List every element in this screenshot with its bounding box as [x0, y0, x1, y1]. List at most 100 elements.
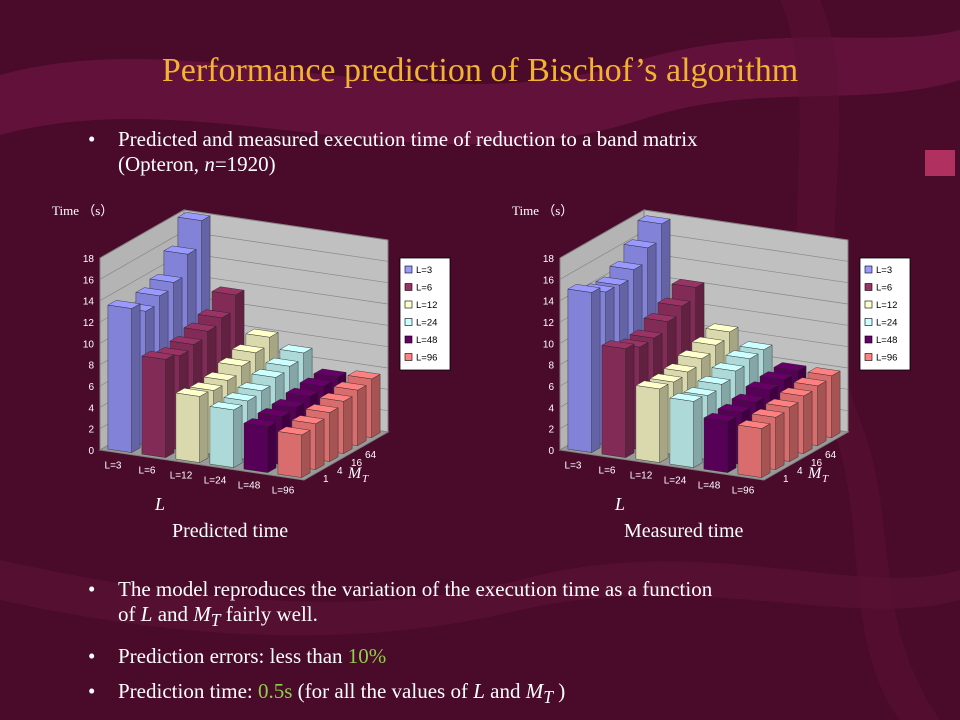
bullet-dot: • [88, 577, 96, 601]
z-axis-title: M [347, 465, 363, 482]
y-tick-label: 12 [83, 318, 95, 329]
legend-label: L=12 [416, 300, 437, 311]
gridline [99, 209, 389, 259]
slide-title: Performance prediction of Bischof’s algo… [161, 52, 799, 89]
bullet-text: Predicted and measured execution time of… [118, 127, 698, 177]
bar-side [789, 402, 799, 462]
bullet-dot: • [88, 127, 96, 151]
bullet-text: Prediction time: 0.5s (for all the value… [118, 679, 565, 710]
x-tick-label: L=24 [664, 476, 687, 487]
legend-label: L=96 [416, 353, 437, 364]
bar-front [601, 345, 626, 458]
legend-box [859, 257, 911, 371]
caption-measured: Measured time [624, 520, 744, 542]
legend-swatch [404, 283, 413, 291]
y-tick-label: 16 [83, 275, 95, 286]
text-segment: =1920) [214, 152, 276, 176]
x-tick-label: L=48 [238, 481, 261, 492]
variable-subscript: T [210, 610, 221, 631]
bar-side [803, 390, 813, 454]
bar-side [831, 370, 841, 439]
x-tick-label: L=12 [170, 471, 193, 482]
bar-side [165, 354, 175, 458]
variable-subscript: T [543, 687, 553, 708]
z-tick-label: 1 [783, 474, 789, 485]
legend-swatch [404, 318, 413, 326]
bar-side [199, 391, 209, 463]
legend-label: L=24 [876, 318, 897, 329]
bar-side [131, 303, 141, 453]
x-tick-label: L=96 [732, 486, 755, 497]
caption-predicted: Predicted time [172, 520, 289, 542]
bar-side [761, 423, 771, 478]
legend-swatch [864, 265, 873, 274]
x-tick-label: L=6 [139, 466, 156, 477]
legend-label: L=6 [876, 283, 892, 294]
legend-swatch [404, 335, 413, 344]
legend-swatch [864, 353, 873, 361]
y-tick-label: 12 [543, 318, 555, 329]
bar-side [591, 287, 601, 453]
legend-swatch [864, 300, 873, 309]
z-tick-label: 16 [811, 458, 823, 469]
y-tick-label: 10 [543, 339, 555, 350]
z-axis-subscript: T [362, 473, 369, 485]
bar-side [315, 418, 325, 470]
bar-side [329, 407, 339, 462]
bar-side [727, 416, 737, 473]
legend-swatch [864, 318, 873, 326]
y-tick-label: 14 [543, 297, 555, 308]
y-tick-label: 18 [543, 254, 555, 265]
bar-side [371, 373, 381, 439]
bar-front [107, 304, 132, 453]
y-tick-label: 4 [88, 403, 94, 414]
bullet-line-2: (Opteron, n=1920) [118, 152, 698, 177]
x-tick-label: L=48 [698, 481, 721, 492]
y-tick-label: 0 [548, 446, 554, 457]
x-tick-label: L=3 [565, 461, 582, 472]
variable-n: n [204, 152, 215, 176]
gridline [559, 209, 849, 259]
x-tick-label: L=24 [204, 476, 227, 487]
legend-label: L=48 [876, 335, 897, 346]
bullet-text: The model reproduces the variation of th… [118, 577, 712, 633]
legend-label: L=24 [416, 318, 437, 329]
y-tick-label: 6 [88, 382, 94, 393]
bar-front [209, 406, 234, 468]
bullet-dot: • [88, 679, 96, 703]
decorative-tab [925, 150, 955, 176]
y-tick-label: 14 [83, 297, 95, 308]
z-tick-label: 4 [797, 466, 803, 477]
text-segment: (Opteron, [118, 152, 205, 176]
bullet-line-1: The model reproduces the variation of th… [118, 577, 713, 601]
text-segment: Prediction errors: less than [118, 644, 348, 668]
z-tick-label: 64 [365, 450, 377, 461]
legend-swatch [404, 353, 413, 361]
z-axis-subscript: T [822, 473, 829, 485]
x-tick-label: L=12 [630, 471, 653, 482]
z-axis-title: M [807, 465, 823, 482]
text-segment: (for all the values of [292, 679, 474, 703]
bar-front [277, 431, 302, 478]
bullet-line-2: of L and MT fairly well. [118, 602, 712, 633]
bar-side [233, 404, 243, 468]
bar-front [703, 417, 728, 473]
x-tick-label: L=96 [272, 486, 295, 497]
y-tick-label: 18 [83, 254, 95, 265]
y-tick-label: 0 [88, 446, 94, 457]
bar-front [175, 392, 200, 463]
legend-label: L=48 [416, 335, 437, 346]
bar-side [301, 429, 311, 478]
legend-swatch [864, 283, 873, 291]
text-segment: ) [552, 679, 566, 703]
y-tick-label: 16 [543, 275, 555, 286]
z-tick-label: 16 [351, 458, 363, 469]
y-tick-label: 6 [548, 382, 554, 393]
bullet-dot: • [88, 644, 96, 668]
x-axis-title: L [154, 494, 165, 514]
text-segment: and [484, 679, 526, 703]
z-tick-label: 4 [337, 466, 343, 477]
variable-L: L [473, 679, 485, 703]
variable-L: L [140, 602, 153, 626]
